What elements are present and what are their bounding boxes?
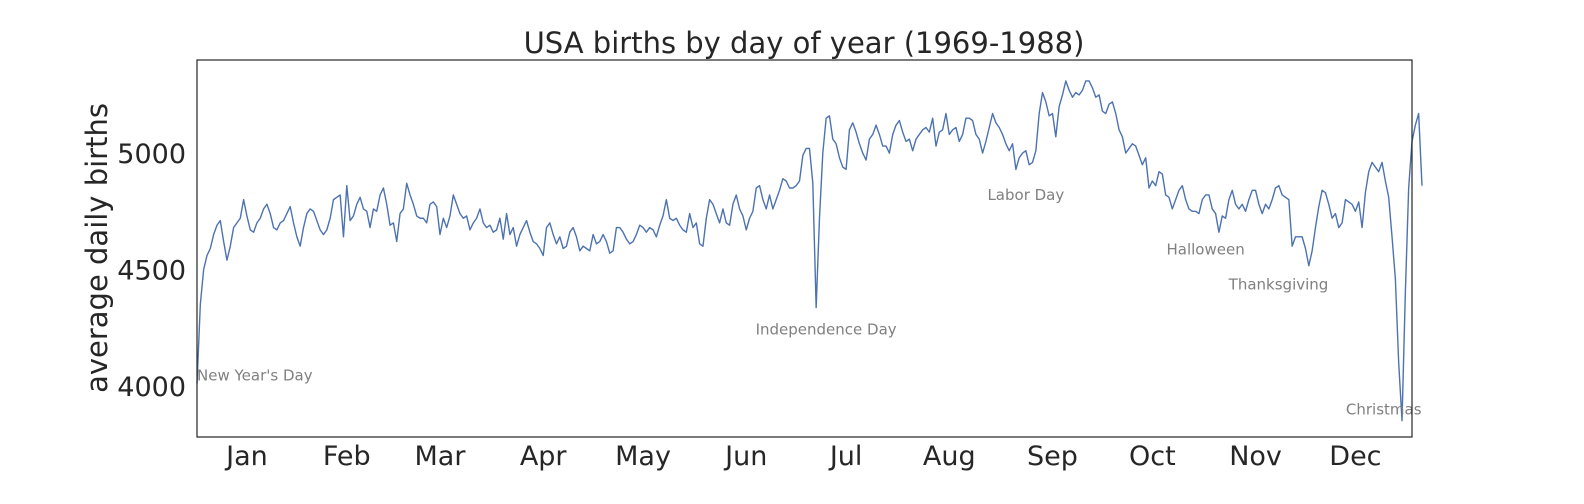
x-tick-label-feb: Feb (323, 441, 371, 472)
annotation-label: Independence Day (756, 321, 897, 339)
x-tick-label-jul: Jul (828, 441, 863, 472)
plot-frame (196, 59, 1413, 438)
x-tick-label-jan: Jan (224, 441, 268, 472)
x-tick-label-nov: Nov (1229, 441, 1282, 472)
series-line-0 (196, 80, 1423, 422)
x-tick-label-may: May (615, 441, 671, 472)
annotation-label: Labor Day (987, 186, 1064, 204)
chart-title: USA births by day of year (1969-1988) (524, 26, 1085, 60)
x-tick-label-aug: Aug (923, 441, 976, 472)
annotation-label: Christmas (1346, 401, 1422, 419)
x-tick-label-mar: Mar (415, 441, 467, 472)
annotation-label: Halloween (1167, 240, 1245, 258)
x-tick-label-sep: Sep (1027, 441, 1078, 472)
y-tick-label: 4000 (117, 372, 186, 403)
x-tick-label-jun: Jun (723, 441, 767, 472)
annotation-label: Thanksgiving (1228, 276, 1329, 294)
x-tick-label-apr: Apr (520, 441, 568, 472)
y-tick-label: 4500 (117, 255, 186, 286)
x-tick-label-dec: Dec (1329, 441, 1381, 472)
plot-area: 4000 4500 5000 Jan Feb Mar Apr May Jun Jul Aug Sep O… (117, 80, 1423, 472)
annotation-label: New Year's Day (197, 367, 313, 385)
y-tick-label: 5000 (117, 139, 186, 170)
y-axis-label: average daily births (80, 103, 114, 393)
x-tick-label-oct: Oct (1129, 441, 1176, 472)
